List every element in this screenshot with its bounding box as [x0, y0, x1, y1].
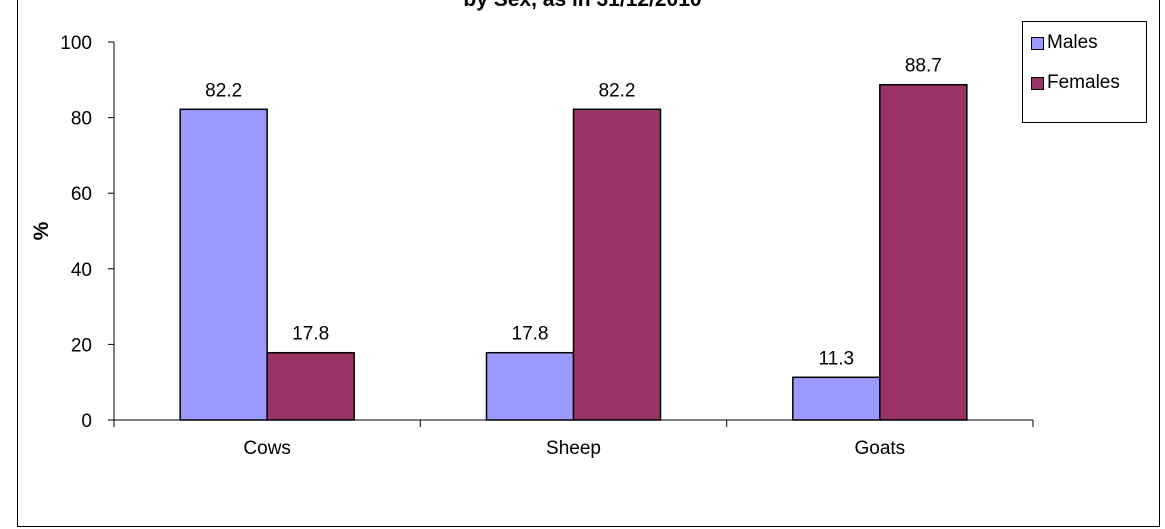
bar-females-goats [879, 83, 968, 421]
y-tick-label: 60 [71, 184, 92, 205]
data-label: 82.2 [599, 80, 636, 101]
y-tick-label: 100 [60, 33, 92, 54]
data-label: 11.3 [819, 348, 855, 369]
legend-swatch-males [1031, 36, 1044, 50]
y-tick-label: 20 [71, 335, 92, 356]
data-label: 82.2 [205, 80, 242, 101]
legend-label-males: Males [1047, 32, 1098, 53]
bar-males-goats [792, 376, 881, 421]
chart-frame [17, 0, 1160, 527]
legend-item-males: Males [1031, 32, 1098, 54]
legend: Males Females [1022, 21, 1147, 123]
bar-females-cows [266, 351, 355, 421]
data-label: 88.7 [905, 56, 942, 77]
legend-item-females: Females [1031, 72, 1120, 94]
chart-title: by Sex, as in 31/12/2010 [0, 0, 1165, 12]
bar-males-sheep [485, 351, 575, 421]
legend-label-females: Females [1047, 72, 1120, 93]
y-tick-label: 40 [71, 260, 92, 281]
y-axis-title: % [30, 221, 53, 240]
legend-swatch-females [1031, 76, 1044, 90]
data-label: 17.8 [292, 324, 329, 345]
data-label: 17.8 [512, 324, 549, 345]
y-tick-label: 0 [81, 411, 92, 432]
x-tick-label: Goats [854, 438, 905, 459]
x-tick-label: Sheep [546, 438, 601, 459]
x-tick-label: Cows [243, 438, 291, 459]
bar-females-sheep [572, 108, 662, 421]
y-tick-label: 80 [71, 109, 92, 130]
bar-males-cows [179, 108, 268, 421]
